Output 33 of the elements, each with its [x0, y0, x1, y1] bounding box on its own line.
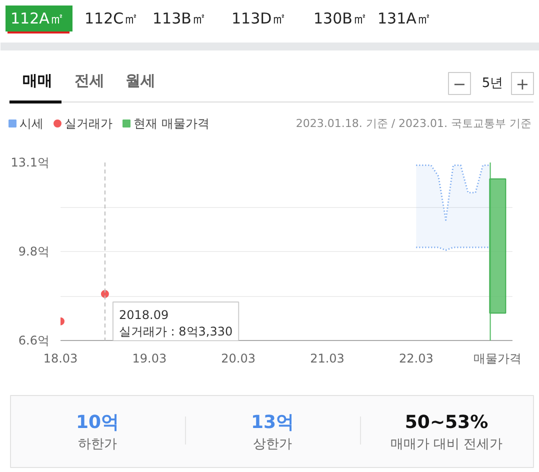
text: 130B㎡: [314, 10, 368, 28]
y-tick-label: 13.1억: [10, 156, 50, 170]
text: 매매: [22, 72, 52, 90]
text: 매매가 대비 전세가: [390, 437, 503, 452]
text: 5년: [482, 76, 504, 91]
text: 112A㎡: [10, 10, 64, 28]
text: 50~53%: [404, 412, 488, 433]
annotation: 2018.09 실거래가 : 8억3,330: [118, 308, 233, 339]
x-tick-label: 21.03: [310, 352, 344, 366]
text: 112C㎡: [84, 10, 139, 28]
text: −: [452, 74, 466, 94]
legend-label: 현재 매물가격: [134, 116, 210, 130]
text: 113D㎡: [232, 10, 287, 28]
legend-label: 시세: [20, 116, 44, 130]
line-series: [415, 164, 492, 221]
text: 하한가: [78, 437, 117, 452]
legend-label: 실거래가: [64, 116, 112, 130]
text: 10억: [76, 412, 120, 433]
text: 113B㎡: [152, 10, 206, 28]
x-tick-label: 매물가격: [474, 352, 522, 366]
y-tick-label: 9.8억: [18, 244, 50, 258]
text: 전세: [74, 72, 104, 90]
text: 13억: [250, 412, 294, 433]
y-tick-label: 6.6억: [18, 334, 50, 348]
text: 131A㎡: [378, 10, 432, 28]
text: +: [516, 74, 530, 94]
text: 2023.01.18. 기준 / 2023.01. 국토교통부 기준: [296, 117, 532, 130]
text: 월세: [126, 72, 156, 90]
x-tick-label: 22.03: [398, 352, 434, 366]
x-tick-label: 18.03: [43, 352, 78, 366]
x-tick-label: 19.03: [132, 352, 167, 366]
text: 상한가: [253, 437, 292, 452]
x-tick-label: 20.03: [221, 352, 256, 366]
